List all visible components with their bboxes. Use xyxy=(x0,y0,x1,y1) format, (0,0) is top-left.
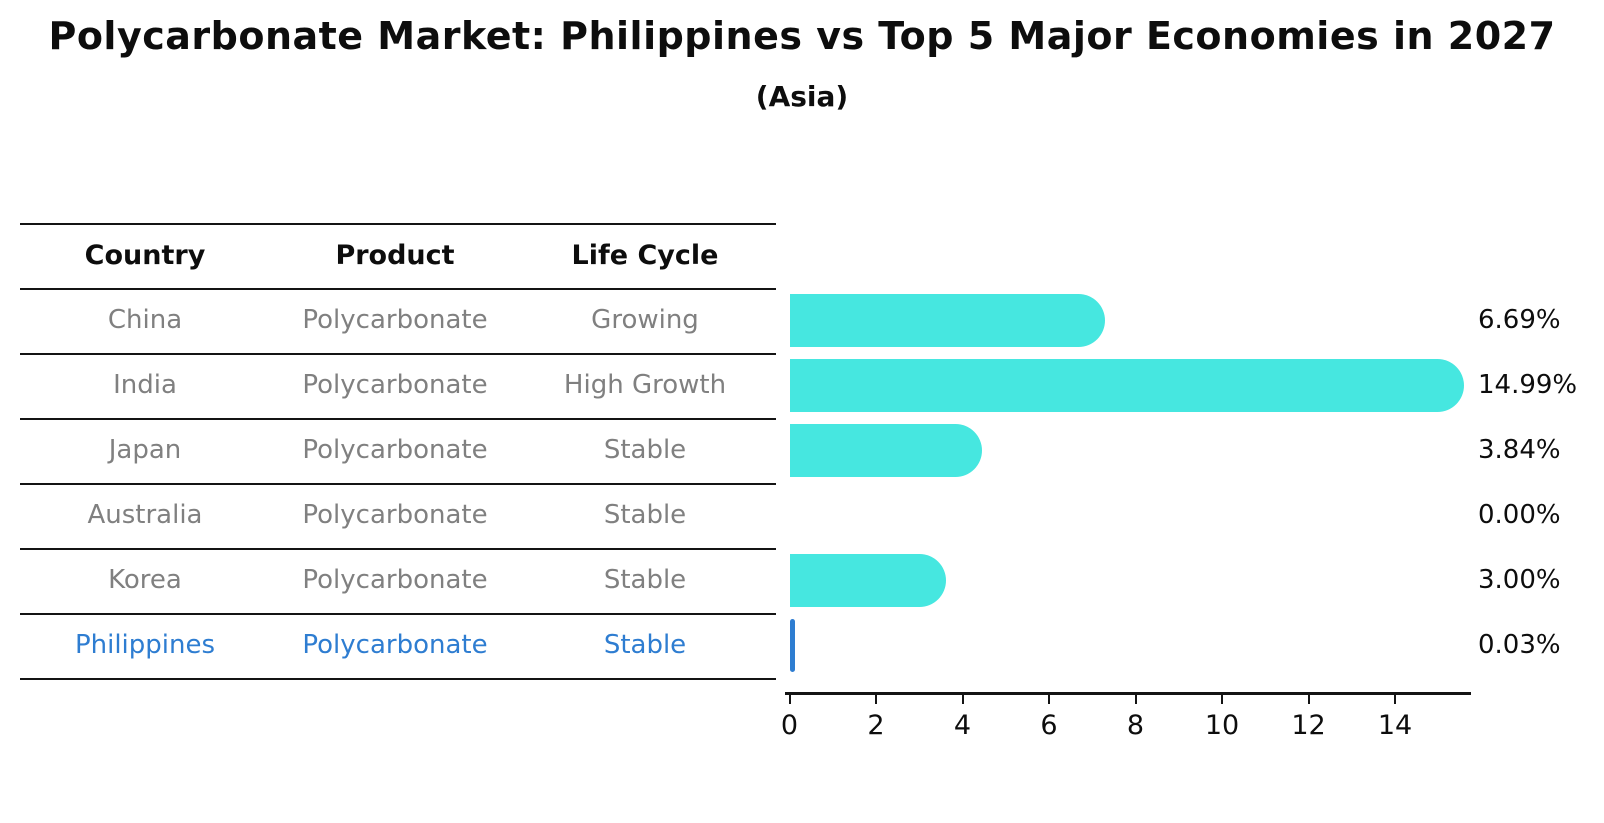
x-axis-tick xyxy=(1394,695,1396,704)
value-label: 3.00% xyxy=(1478,565,1561,595)
country-cell: India xyxy=(113,370,177,400)
x-axis-tick-label: 4 xyxy=(953,710,972,741)
x-axis-tick-label: 12 xyxy=(1291,710,1326,741)
x-axis-tick xyxy=(1048,695,1050,704)
bar-japan xyxy=(790,424,983,477)
bar-china xyxy=(790,294,1106,347)
x-axis-tick xyxy=(1134,695,1137,704)
table-rule xyxy=(20,678,776,680)
life-cycle-cell: Stable xyxy=(603,630,687,660)
product-cell: Polycarbonate xyxy=(302,565,488,595)
life-cycle-cell: Stable xyxy=(603,565,687,595)
value-label: 14.99% xyxy=(1478,370,1578,400)
bar-philippines xyxy=(790,619,795,672)
value-label: 0.03% xyxy=(1478,630,1561,660)
country-cell: Japan xyxy=(108,435,182,465)
x-axis-tick xyxy=(875,695,877,704)
life-cycle-cell: High Growth xyxy=(563,370,727,400)
table-rule xyxy=(20,483,776,485)
country-cell: Australia xyxy=(87,500,203,530)
column-header-country: Country xyxy=(84,240,206,271)
table-rule xyxy=(20,418,776,420)
product-cell: Polycarbonate xyxy=(302,305,488,335)
country-cell: China xyxy=(107,305,183,335)
table-rule xyxy=(20,548,776,550)
life-cycle-cell: Stable xyxy=(603,500,687,530)
country-cell: Korea xyxy=(108,565,182,595)
x-axis-tick-label: 14 xyxy=(1377,710,1413,741)
bar-korea xyxy=(790,554,946,607)
x-axis-tick xyxy=(788,695,791,704)
column-header-life-cycle: Life Cycle xyxy=(571,240,719,271)
table-rule xyxy=(20,223,776,225)
bar-india xyxy=(790,359,1465,412)
life-cycle-cell: Stable xyxy=(603,435,687,465)
product-cell: Polycarbonate xyxy=(302,630,488,660)
x-axis-tick-label: 8 xyxy=(1126,710,1145,741)
column-header-product: Product xyxy=(335,240,455,271)
value-label: 0.00% xyxy=(1478,500,1561,530)
product-cell: Polycarbonate xyxy=(302,435,488,465)
x-axis-tick xyxy=(1221,695,1223,704)
page-title: Polycarbonate Market: Philippines vs Top… xyxy=(48,14,1556,58)
x-axis-tick-label: 0 xyxy=(780,710,799,741)
country-cell: Philippines xyxy=(74,630,216,660)
product-cell: Polycarbonate xyxy=(302,370,488,400)
table-rule xyxy=(20,353,776,355)
product-cell: Polycarbonate xyxy=(302,500,488,530)
x-axis-tick-label: 2 xyxy=(867,710,885,741)
page-subtitle: (Asia) xyxy=(755,80,849,113)
x-axis-tick xyxy=(1307,695,1310,704)
x-axis-tick-label: 6 xyxy=(1040,710,1058,741)
table-rule xyxy=(20,613,776,615)
x-axis-line xyxy=(785,692,1471,695)
x-axis-tick xyxy=(961,695,964,704)
table-rule xyxy=(20,288,776,290)
life-cycle-cell: Growing xyxy=(591,305,699,335)
value-label: 6.69% xyxy=(1478,305,1561,335)
value-label: 3.84% xyxy=(1478,435,1561,465)
x-axis-tick-label: 10 xyxy=(1204,710,1240,741)
